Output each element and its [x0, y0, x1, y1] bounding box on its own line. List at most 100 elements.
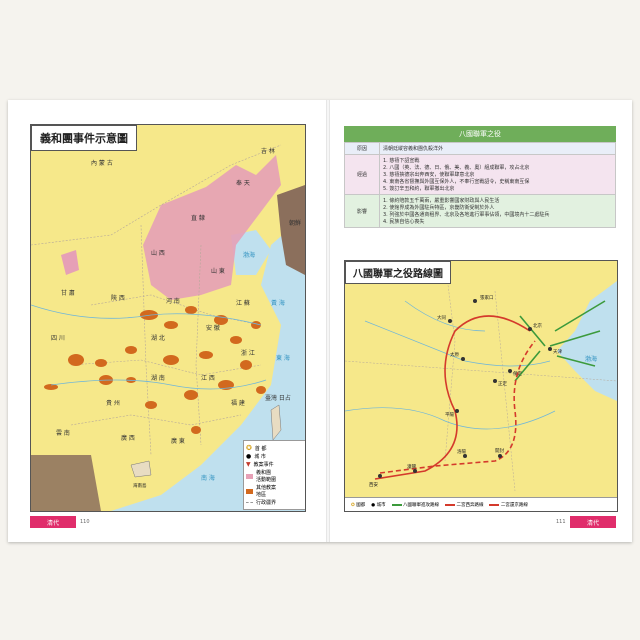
region-fujian: 福 建 — [231, 399, 245, 407]
book-gutter — [326, 100, 330, 542]
route-sea-bohai: 渤海 — [585, 355, 597, 363]
route-city-taiyuan: 太原 — [450, 351, 459, 358]
legend-item-incident: ▼ 教案事件 — [246, 461, 274, 468]
route-map: 張家口 北京 天津 大同 保定 太原 正定 平陽 潼關 西安 洛陽 開封 渤海 … — [344, 260, 618, 512]
route-city-zhangjiakou: 張家口 — [480, 294, 494, 301]
route-rivers — [345, 300, 556, 430]
region-guangdong: 廣 東 — [171, 437, 185, 445]
region-hunan: 湖 南 — [151, 374, 165, 382]
right-page-number: 111 — [556, 519, 566, 525]
legend-item-border: 行政疆界 — [246, 499, 305, 506]
region-korea: 朝鮮 — [289, 219, 301, 227]
boxer-map-svg: 內 蒙 古 吉 林 奉 天 朝鮮 直 隸 山 西 山 東 甘 肅 陝 西 河 南… — [31, 144, 305, 511]
row-body: 清朝廷縱容義和團仇殺洋外 — [379, 142, 616, 155]
table-row: 影響 1. 條約賠款五千萬兩，嚴重影響國家財政與人民生活 2. 使館界成為外國駐… — [344, 194, 616, 228]
row-head: 原因 — [344, 142, 380, 155]
row-head: 影響 — [344, 194, 380, 228]
table-row: 經過 1. 慈禧下詔宣戰 2. 八國（英、法、德、日、俄、美、義、奧）組成聯軍，… — [344, 154, 616, 195]
flee-line-icon — [445, 503, 456, 506]
region-henan: 河 南 — [166, 297, 180, 305]
right-footer-tab: 清代 — [570, 516, 616, 528]
sea-donghai: 東 海 — [276, 354, 290, 362]
region-zhili: 直 隸 — [191, 214, 205, 222]
capital-icon: ✪ — [246, 444, 252, 452]
flee-route — [374, 315, 531, 480]
route-borders — [345, 261, 617, 492]
route-city-datong: 大同 — [437, 314, 446, 321]
route-city-baoding: 保定 — [513, 370, 522, 377]
legend-item-other: 其他教案 地區 — [246, 484, 305, 498]
row-body: 1. 條約賠款五千萬兩，嚴重影響國家財政與人民生活 2. 使館界成為外國駐兵特區… — [379, 194, 616, 228]
war-summary-table: 八國聯軍之役 原因 清朝廷縱容義和團仇殺洋外 經過 1. 慈禧下詔宣戰 2. 八… — [344, 126, 616, 228]
return-line-icon — [489, 503, 500, 506]
route-map-title: 八國聯軍之役路線圖 — [345, 261, 451, 284]
route-city-kaifeng: 開封 — [495, 447, 504, 454]
region-hubei: 湖 北 — [151, 334, 165, 342]
route-map-svg: 張家口 北京 天津 大同 保定 太原 正定 平陽 潼關 西安 洛陽 開封 渤海 — [345, 261, 617, 492]
route-city-dots — [378, 299, 552, 478]
taiwan-island — [270, 404, 282, 441]
korea-region — [277, 185, 305, 275]
legend-item-city: ● 城市 — [371, 502, 386, 508]
region-guizhou: 貴 州 — [106, 399, 120, 407]
summary-table: 原因 清朝廷縱容義和團仇殺洋外 經過 1. 慈禧下詔宣戰 2. 八國（英、法、德… — [344, 142, 616, 228]
city-dot-icon: ● — [246, 453, 252, 460]
yangtze-river — [50, 379, 267, 390]
capital-icon: ✪ — [351, 502, 355, 508]
region-jilin: 吉 林 — [261, 147, 275, 155]
hainan-island — [130, 460, 152, 478]
boxer-activity-area — [143, 155, 281, 300]
table-title: 八國聯軍之役 — [344, 126, 616, 142]
region-guangxi: 廣 西 — [121, 434, 135, 442]
border-line-icon — [246, 502, 253, 503]
boxer-activity-west — [61, 250, 79, 275]
boxer-map: 內 蒙 古 吉 林 奉 天 朝鮮 直 隸 山 西 山 東 甘 肅 陝 西 河 南… — [30, 124, 306, 512]
east-sea-area — [111, 215, 305, 511]
region-fengtian: 奉 天 — [236, 179, 250, 187]
row-head: 經過 — [344, 154, 380, 195]
route-city-zhengding: 正定 — [498, 380, 507, 387]
left-map-legend: ✪ 首 都 ● 城 市 ▼ 教案事件 義和團 活動範圍 其他教案 地區 行政疆界 — [243, 440, 305, 510]
book-spread: 內 蒙 古 吉 林 奉 天 朝鮮 直 隸 山 西 山 東 甘 肅 陝 西 河 南… — [8, 100, 632, 542]
incident-spots — [44, 306, 266, 434]
route-legend: ✪ 國都 ● 城市 八國聯軍進攻路線 二宮西奔路線 二宮還京路線 — [345, 497, 617, 511]
legend-item-boxer: 義和團 活動範圍 — [246, 469, 305, 483]
left-footer-tab: 清代 — [30, 516, 76, 528]
left-map-title: 義和團事件示意圖 — [31, 125, 137, 151]
foreign-territory — [31, 455, 101, 511]
route-city-beijing: 北京 — [533, 322, 542, 329]
row-body: 1. 慈禧下詔宣戰 2. 八國（英、法、德、日、俄、美、義、奧）組成聯軍，攻占北… — [379, 154, 616, 195]
boxer-swatch-icon — [246, 473, 253, 479]
region-zhejiang: 浙 江 — [241, 349, 255, 357]
route-sea — [557, 281, 617, 401]
bohai-area — [231, 230, 271, 275]
hainan-label: 海南島 — [133, 482, 147, 489]
legend-item-flee: 二宮西奔路線 — [445, 502, 483, 508]
legend-item-return: 二宮還京路線 — [489, 502, 528, 508]
region-shandong: 山 東 — [211, 267, 225, 275]
route-city-pingyang: 平陽 — [445, 411, 454, 418]
route-city-luoyang: 洛陽 — [457, 448, 466, 455]
triangle-icon: ▼ — [246, 461, 251, 468]
route-city-tongguan: 潼關 — [407, 463, 416, 470]
region-anhui: 安 徽 — [206, 324, 220, 332]
allied-line-icon — [391, 503, 402, 506]
return-route — [379, 340, 536, 474]
sea-nanhai: 南 海 — [201, 474, 215, 482]
legend-item-capital: ✪ 國都 — [351, 502, 366, 508]
region-taiwan: 臺灣 日占 — [265, 394, 291, 402]
route-city-xian: 西安 — [369, 481, 378, 488]
city-dot-icon: ● — [371, 502, 376, 508]
region-sichuan: 四 川 — [51, 335, 65, 342]
legend-item-capital: ✪ 首 都 — [246, 444, 267, 452]
sea-bohai: 渤海 — [243, 251, 255, 259]
sea-huanghai: 黃 海 — [271, 299, 285, 307]
region-inner-mongolia: 內 蒙 古 — [91, 159, 113, 167]
region-jiangxi: 江 西 — [201, 375, 215, 382]
region-yunnan: 雲 南 — [56, 429, 70, 437]
legend-item-city: ● 城 市 — [246, 453, 266, 460]
legend-item-allied: 八國聯軍進攻路線 — [391, 502, 439, 508]
incident-swatch-icon — [246, 488, 253, 494]
left-page-number: 110 — [80, 519, 90, 525]
region-shanxi: 山 西 — [151, 249, 165, 257]
